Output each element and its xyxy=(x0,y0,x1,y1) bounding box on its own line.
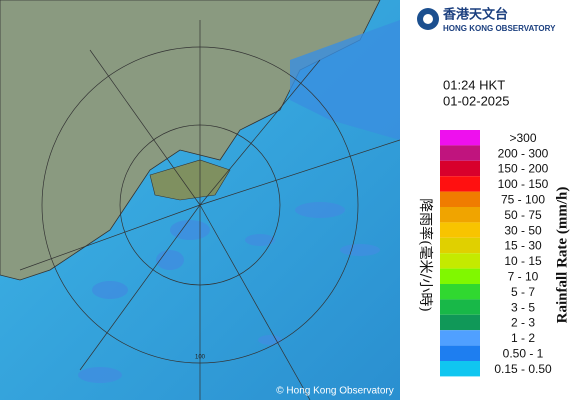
legend-swatch xyxy=(440,345,480,361)
legend-swatch xyxy=(440,145,480,161)
legend-label: 1 - 2 xyxy=(511,331,535,345)
legend-swatch xyxy=(440,284,480,300)
legend-label: 0.15 - 0.50 xyxy=(494,362,552,376)
legend-swatch xyxy=(440,361,480,377)
legend-label: 50 - 75 xyxy=(504,208,542,222)
legend-title-en: Rainfall Rate (mm/h) xyxy=(554,187,570,324)
legend-swatch xyxy=(440,299,480,315)
legend-swatch xyxy=(440,207,480,223)
legend-label: 15 - 30 xyxy=(504,239,542,253)
legend-label: 3 - 5 xyxy=(511,300,535,314)
legend-swatch xyxy=(440,222,480,238)
legend-label: 10 - 15 xyxy=(504,254,542,268)
legend-label: >300 xyxy=(509,131,536,145)
legend-label: 75 - 100 xyxy=(501,192,545,206)
legend-swatch xyxy=(440,160,480,177)
legend-label: 150 - 200 xyxy=(498,162,549,176)
legend-swatch xyxy=(440,191,480,207)
echo xyxy=(290,20,400,140)
range-rings xyxy=(19,20,400,400)
radar-map: 100 © Hong Kong Observatory xyxy=(0,0,400,400)
legend-swatch xyxy=(440,330,480,346)
legend-swatch xyxy=(440,176,480,192)
legend-swatch xyxy=(440,314,480,331)
time: 01:24 HKT xyxy=(443,77,505,92)
org-name-en: HONG KONG OBSERVATORY xyxy=(443,24,556,33)
org-name-zh: 香港天文台 xyxy=(442,6,508,21)
legend-title-zh: 降雨率(毫米/小時) xyxy=(417,198,434,312)
legend-label: 30 - 50 xyxy=(504,223,542,237)
legend-label: 100 - 150 xyxy=(498,177,549,191)
legend-label: 200 - 300 xyxy=(498,146,549,160)
legend-swatch xyxy=(440,253,480,269)
echo-group xyxy=(78,202,380,383)
logo-inner xyxy=(423,14,433,24)
ring-label: 100 xyxy=(195,355,206,361)
legend-swatch xyxy=(440,237,480,254)
legend-label: 2 - 3 xyxy=(511,316,535,330)
legend-swatch xyxy=(440,130,480,146)
date: 01-02-2025 xyxy=(443,93,510,108)
copyright: © Hong Kong Observatory xyxy=(276,386,393,397)
legend-label: 5 - 7 xyxy=(511,285,535,299)
legend-label: 7 - 10 xyxy=(508,269,539,283)
legend-swatch xyxy=(440,268,480,284)
legend-label: 0.50 - 1 xyxy=(503,346,544,360)
